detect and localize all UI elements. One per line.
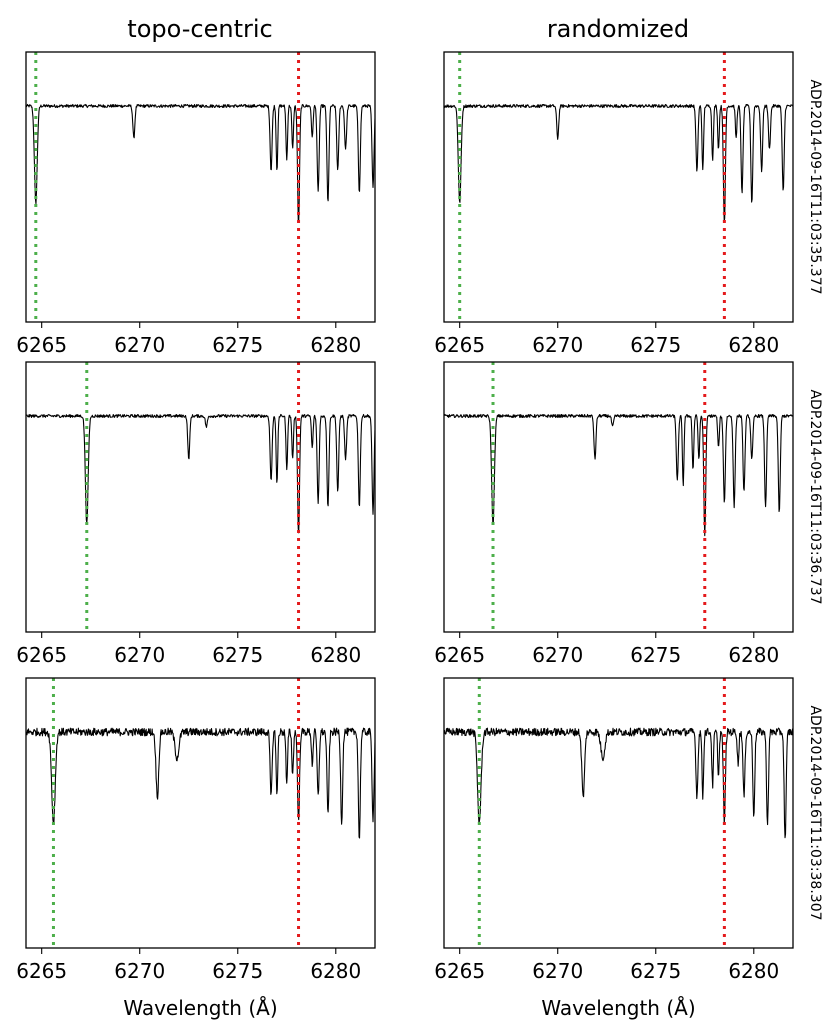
x-tick-label: 6265 [434,959,485,983]
x-tick-label: 6270 [114,959,165,983]
x-tick-label: 6275 [630,959,681,983]
panel-1-2: 6265 6270 6275 6280 ADP.2014-09-16T11:03:35.… [434,51,823,357]
axes-frame [25,677,376,949]
spectrum-line [444,413,793,537]
spectrum-line [444,103,793,223]
x-axis-label: Wavelength (Å) [541,996,695,1020]
x-tick-label: 6275 [630,643,681,667]
x-tick-label: 6280 [310,959,361,983]
spectrum-line [444,727,793,839]
spectrum-line [26,103,375,223]
x-tick-label: 6280 [310,333,361,357]
x-tick-label: 6265 [434,333,485,357]
spectrum-line [26,727,375,839]
panels-group: 6265 6270 6275 6280 6265 6270 6275 6280 ADP.2014… [16,51,823,1020]
column-title-randomized: randomized [547,15,689,43]
axes-frame [443,361,794,633]
x-tick-label: 6270 [532,333,583,357]
x-tick-label: 6280 [310,643,361,667]
x-tick-label: 6265 [16,333,67,357]
panel-2-1: 6265 6270 6275 6280 [16,361,376,667]
x-tick-label: 6270 [114,333,165,357]
x-tick-label: 6280 [728,643,779,667]
row-label: ADP.2014-09-16T11:03:36.737 [807,389,823,604]
row-label: ADP.2014-09-16T11:03:35.377 [807,79,823,294]
x-tick-label: 6275 [630,333,681,357]
axes-frame [25,51,376,323]
x-tick-label: 6275 [212,643,263,667]
panel-3-1: 6265 6270 6275 6280 Wavelength (Å) [16,677,376,1020]
row-label: ADP.2014-09-16T11:03:38.307 [807,705,823,920]
x-tick-label: 6265 [434,643,485,667]
axes-frame [25,361,376,633]
x-tick-label: 6275 [212,333,263,357]
panel-3-2: 6265 6270 6275 6280 Wavelength (Å) ADP.2014-0… [434,677,823,1020]
panel-2-2: 6265 6270 6275 6280 ADP.2014-09-16T11:03:36.… [434,361,823,667]
x-tick-label: 6265 [16,643,67,667]
column-title-topo-centric: topo-centric [127,15,272,43]
x-tick-label: 6280 [728,333,779,357]
x-tick-label: 6270 [532,959,583,983]
x-tick-label: 6280 [728,959,779,983]
axes-frame [443,51,794,323]
axes-frame [443,677,794,949]
x-tick-label: 6270 [114,643,165,667]
x-tick-label: 6270 [532,643,583,667]
x-tick-label: 6275 [212,959,263,983]
spectrum-line [26,413,375,534]
x-axis-label: Wavelength (Å) [123,996,277,1020]
panel-1-1: 6265 6270 6275 6280 [16,51,376,357]
x-tick-label: 6265 [16,959,67,983]
